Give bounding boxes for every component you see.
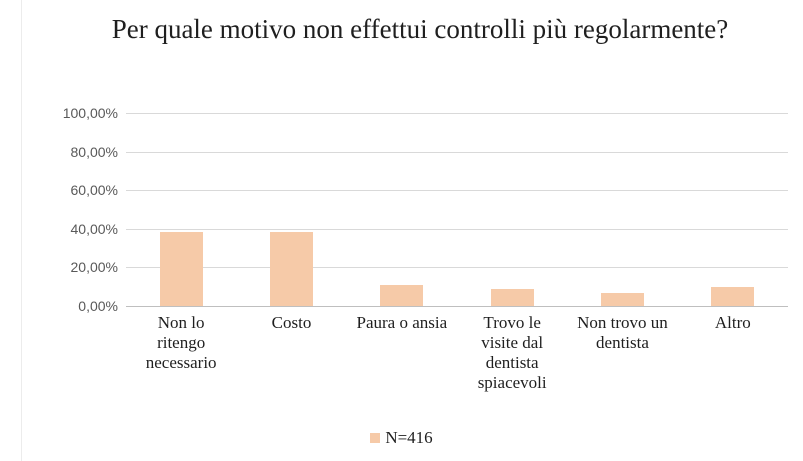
bar — [269, 231, 313, 306]
x-axis-label-line: Non lo — [157, 313, 205, 332]
y-tick-label: 80,00% — [70, 143, 118, 160]
x-axis-cell: Non trovo un dentista — [567, 313, 677, 393]
x-axis-label: Non lo ritengo necessario — [146, 313, 217, 393]
x-axis-cell: Trovo le visite dal dentista spiacevoli — [457, 313, 567, 393]
x-axis: Non lo ritengo necessario Costo Paura o ansi… — [126, 313, 788, 393]
page-edge-line — [21, 0, 22, 461]
bar-slot — [126, 113, 236, 306]
gridline — [126, 267, 788, 269]
bar-slot — [678, 113, 788, 306]
legend-swatch-icon — [370, 433, 381, 443]
x-axis-cell: Non lo ritengo necessario — [126, 313, 236, 393]
bar-slot — [347, 113, 457, 306]
x-axis-cell: Paura o ansia — [347, 313, 457, 393]
bar — [711, 286, 755, 306]
y-tick-label: 60,00% — [70, 182, 118, 199]
y-tick-label: 40,00% — [70, 220, 118, 237]
y-axis: 100,00% 80,00% 60,00% 40,00% 20,00% 0,00% — [0, 105, 118, 314]
x-axis-label: Costo — [272, 313, 312, 393]
x-axis-label-line: ritengo — [157, 333, 206, 353]
x-axis-label: Altro — [715, 313, 751, 393]
bar-slot — [457, 113, 567, 306]
x-axis-label-line: Trovo le — [483, 313, 541, 332]
bar — [159, 231, 203, 306]
x-axis-label: Trovo le visite dal dentista spiacevoli — [478, 313, 547, 393]
gridline — [126, 151, 788, 153]
x-axis-label-line: Non trovo un — [577, 313, 668, 332]
bar-slot — [567, 113, 677, 306]
x-axis-cell: Altro — [678, 313, 788, 393]
bar — [490, 288, 534, 306]
y-tick-label: 0,00% — [78, 298, 118, 314]
gridline — [126, 228, 788, 230]
gridline — [126, 190, 788, 192]
x-axis-label: Non trovo un dentista — [577, 313, 668, 393]
x-axis-label-line: visite dal — [481, 333, 544, 353]
x-axis-cell: Costo — [236, 313, 346, 393]
x-axis-line — [126, 306, 788, 307]
x-axis-label-line: necessario — [145, 353, 217, 373]
y-tick-label: 100,00% — [62, 105, 118, 121]
bar-slot — [236, 113, 346, 306]
x-axis-label-line: dentista — [596, 333, 649, 353]
bar — [600, 292, 644, 306]
legend-series-label: N=416 — [385, 428, 433, 447]
gridline — [126, 113, 788, 114]
x-axis-label-line: Paura o ansia — [356, 313, 448, 332]
legend: N=416 — [0, 428, 803, 448]
x-axis-label: Paura o ansia — [357, 313, 448, 393]
x-axis-label-line: Costo — [271, 313, 312, 332]
x-axis-label-line: Altro — [714, 313, 751, 332]
y-tick-label: 20,00% — [70, 259, 118, 276]
bar — [380, 284, 424, 306]
plot-area — [126, 113, 788, 307]
chart-title: Per quale motivo non effettui controlli … — [111, 14, 729, 44]
x-axis-label-line: dentista — [485, 353, 539, 373]
bar-series — [126, 113, 788, 306]
x-axis-label-line: spiacevoli — [477, 373, 547, 393]
